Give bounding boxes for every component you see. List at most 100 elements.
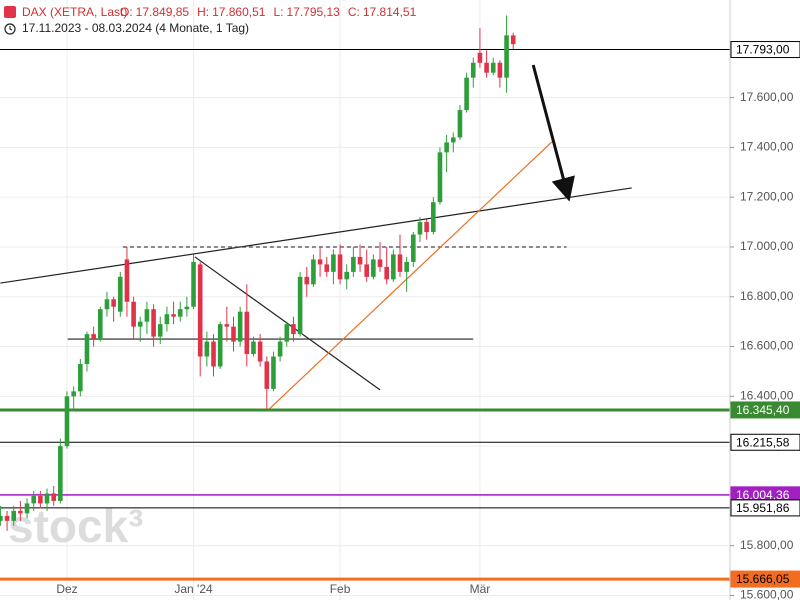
candle-body — [224, 324, 230, 327]
candle-body — [450, 137, 456, 143]
candle-body — [98, 309, 103, 340]
candle-body — [484, 62, 489, 73]
candle-body — [337, 254, 343, 280]
y-tick-label: 16.800,00 — [740, 289, 794, 303]
candle-body — [44, 493, 50, 504]
candle-body — [237, 311, 243, 342]
level-box — [730, 401, 800, 419]
candle-body — [351, 256, 356, 272]
candle-body — [244, 311, 250, 355]
level-label: 15.951,86 — [736, 501, 790, 515]
level-box — [730, 41, 800, 59]
candle-body — [417, 222, 423, 235]
level-box — [730, 499, 800, 517]
trendline — [267, 141, 553, 411]
symbol: DAX (XETRA, Last) — [22, 5, 127, 19]
candle-body — [211, 341, 216, 367]
candle-body — [197, 264, 203, 357]
candle-body — [51, 493, 56, 501]
level-label: 17.793,00 — [736, 43, 790, 57]
candle-body — [177, 309, 183, 317]
watermark: stock³ — [8, 500, 143, 552]
candle-body — [457, 110, 463, 138]
candle-body — [137, 321, 143, 327]
candle-body — [444, 142, 449, 153]
candle-body — [304, 276, 310, 285]
candle-body — [271, 356, 276, 389]
candle-body — [157, 324, 163, 337]
arrow — [531, 64, 575, 202]
y-tick-label: 17.200,00 — [740, 189, 794, 203]
candle-body — [371, 259, 376, 277]
x-tick-label: Dez — [56, 582, 77, 596]
candle-body — [31, 495, 36, 504]
candle-body — [71, 391, 76, 397]
candle-body — [251, 341, 256, 355]
clock-hand — [9, 26, 13, 31]
ohlc-key: O: — [120, 5, 133, 19]
candle-body — [510, 35, 516, 45]
y-tick-label: 17.600,00 — [740, 90, 794, 104]
ohlc-value: 17.795,13 — [286, 5, 340, 19]
x-tick-label: Feb — [330, 582, 351, 596]
level-label: 16.345,40 — [736, 403, 790, 417]
candle-body — [18, 510, 23, 514]
candle-body — [164, 314, 170, 325]
level-box — [730, 433, 800, 451]
candle-body — [184, 306, 190, 310]
candle-body — [91, 334, 96, 340]
candle-body — [124, 259, 130, 302]
level-label: 16.004,36 — [736, 488, 790, 502]
ohlc-key: C: — [348, 5, 360, 19]
ohlc-key: L: — [273, 5, 283, 19]
candle-body — [324, 264, 330, 272]
candle-body — [311, 259, 316, 285]
candle-body — [264, 361, 270, 389]
candle-body — [151, 309, 156, 337]
candle-body — [231, 326, 236, 342]
x-tick-label: Mär — [470, 582, 491, 596]
level-box — [730, 570, 800, 588]
symbol-icon — [4, 6, 16, 18]
candle-body — [104, 299, 110, 310]
date-range: 17.11.2023 - 08.03.2024 (4 Monate, 1 Tag… — [22, 21, 249, 35]
candle-body — [297, 276, 303, 335]
candle-body — [217, 324, 223, 367]
candle-body — [24, 503, 30, 514]
candle-body — [404, 261, 409, 272]
candle-body — [477, 52, 483, 63]
candle-body — [171, 314, 176, 317]
candle-body — [384, 266, 389, 280]
candle-body — [4, 515, 10, 521]
level-label: 15.666,05 — [736, 572, 790, 586]
candle-body — [377, 259, 383, 267]
candle-body — [257, 341, 263, 362]
ohlc-key: H: — [197, 5, 209, 19]
y-tick-label: 16.600,00 — [740, 339, 794, 353]
candle-body — [344, 271, 350, 280]
y-tick-label: 15.800,00 — [740, 538, 794, 552]
candle-body — [504, 35, 509, 78]
candle-body — [411, 234, 416, 262]
candle-body — [131, 301, 136, 327]
clock-icon — [4, 23, 16, 35]
ohlc-value: 17.849,85 — [136, 5, 190, 19]
candle-body — [277, 341, 283, 357]
candle-body — [397, 254, 403, 272]
y-tick-label: 17.000,00 — [740, 239, 794, 253]
candle-body — [117, 276, 123, 312]
candle-body — [437, 152, 443, 203]
level-label: 16.215,58 — [736, 435, 790, 449]
candle-body — [291, 324, 296, 335]
candle-body — [284, 324, 290, 342]
candle-body — [144, 309, 150, 322]
ohlc-value: 17.814,51 — [363, 5, 417, 19]
ohlc-value: 17.860,51 — [212, 5, 266, 19]
candle-body — [11, 510, 17, 521]
candle-body — [0, 515, 3, 521]
candle-body — [204, 341, 210, 357]
candle-body — [58, 446, 63, 501]
candle-body — [64, 396, 70, 447]
